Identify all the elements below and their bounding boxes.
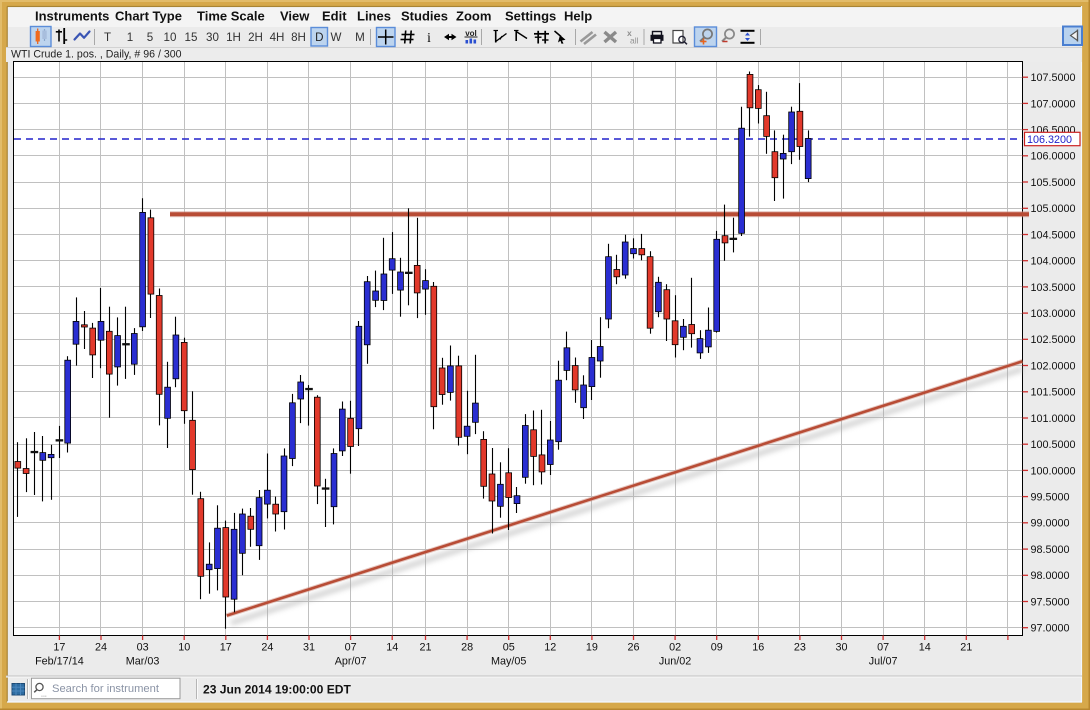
svg-text:Mar/03: Mar/03 <box>126 656 160 668</box>
svg-text:21: 21 <box>419 642 431 654</box>
svg-text:19: 19 <box>586 642 598 654</box>
svg-text:101.5000: 101.5000 <box>1031 387 1076 399</box>
svg-text:24: 24 <box>261 642 273 654</box>
svg-text:i: i <box>427 30 431 45</box>
svg-text:106.3200: 106.3200 <box>1027 134 1072 146</box>
svg-text:102.5000: 102.5000 <box>1031 334 1076 346</box>
svg-text:1H: 1H <box>226 31 241 44</box>
svg-text:15: 15 <box>185 31 198 44</box>
svg-text:09: 09 <box>711 642 723 654</box>
svg-text:100.5000: 100.5000 <box>1031 439 1076 451</box>
svg-text:97.5000: 97.5000 <box>1031 596 1070 608</box>
svg-text:30: 30 <box>206 31 219 44</box>
svg-text:30: 30 <box>835 642 847 654</box>
svg-text:16: 16 <box>752 642 764 654</box>
svg-text:28: 28 <box>461 642 473 654</box>
svg-text:104.5000: 104.5000 <box>1031 229 1076 241</box>
svg-text:99.0000: 99.0000 <box>1031 518 1070 530</box>
svg-text:26: 26 <box>627 642 639 654</box>
svg-text:101.0000: 101.0000 <box>1031 413 1076 425</box>
svg-text:2H: 2H <box>248 31 263 44</box>
svg-text:99.5000: 99.5000 <box>1031 492 1070 504</box>
svg-text:07: 07 <box>345 642 357 654</box>
svg-text:107.0000: 107.0000 <box>1031 98 1076 110</box>
svg-text:Studies: Studies <box>401 9 448 24</box>
svg-text:103.5000: 103.5000 <box>1031 282 1076 294</box>
svg-text:8H: 8H <box>291 31 306 44</box>
svg-text:02: 02 <box>669 642 681 654</box>
svg-text:vol: vol <box>465 29 477 38</box>
svg-text:106.0000: 106.0000 <box>1031 151 1076 163</box>
svg-text:105.5000: 105.5000 <box>1031 177 1076 189</box>
svg-text:21: 21 <box>960 642 972 654</box>
svg-text:Lines: Lines <box>357 9 391 24</box>
svg-text:Search for instrument: Search for instrument <box>52 683 160 695</box>
svg-text:M: M <box>355 31 365 44</box>
svg-text:Help: Help <box>564 9 592 24</box>
svg-text:05: 05 <box>503 642 515 654</box>
svg-text:T: T <box>104 31 111 44</box>
svg-text:Chart Type: Chart Type <box>115 9 182 24</box>
svg-text:W: W <box>331 31 342 44</box>
svg-text:03: 03 <box>137 642 149 654</box>
svg-text:Time Scale: Time Scale <box>197 9 265 24</box>
svg-text:17: 17 <box>53 642 65 654</box>
svg-text:D: D <box>315 31 323 44</box>
svg-text:Instruments: Instruments <box>35 9 109 24</box>
svg-text:WTI Crude 1. pos. , Daily, # 9: WTI Crude 1. pos. , Daily, # 96 / 300 <box>11 49 182 61</box>
svg-text:23 Jun 2014 19:00:00 EDT: 23 Jun 2014 19:00:00 EDT <box>203 682 352 696</box>
svg-text:1: 1 <box>127 31 133 44</box>
svg-text:24: 24 <box>95 642 107 654</box>
svg-text:102.0000: 102.0000 <box>1031 360 1076 372</box>
svg-text:104.0000: 104.0000 <box>1031 256 1076 268</box>
svg-text:Zoom: Zoom <box>456 9 491 24</box>
svg-text:View: View <box>280 9 310 24</box>
svg-text:May/05: May/05 <box>491 656 526 668</box>
svg-text:98.0000: 98.0000 <box>1031 570 1070 582</box>
svg-text:14: 14 <box>919 642 931 654</box>
svg-text:107.5000: 107.5000 <box>1031 72 1076 84</box>
svg-text:Jun/02: Jun/02 <box>659 656 691 668</box>
svg-text:10: 10 <box>178 642 190 654</box>
svg-text:98.5000: 98.5000 <box>1031 544 1070 556</box>
svg-text:31: 31 <box>303 642 315 654</box>
svg-text:97.0000: 97.0000 <box>1031 623 1070 635</box>
svg-text:07: 07 <box>877 642 889 654</box>
svg-text:10: 10 <box>164 31 177 44</box>
svg-text:x: x <box>627 28 632 38</box>
svg-text:23: 23 <box>794 642 806 654</box>
svg-text:17: 17 <box>220 642 232 654</box>
svg-text:...: ... <box>41 692 47 699</box>
svg-text:Feb/17/14: Feb/17/14 <box>35 656 84 668</box>
svg-text:103.0000: 103.0000 <box>1031 308 1076 320</box>
svg-text:5: 5 <box>147 31 153 44</box>
svg-text:all: all <box>630 36 639 46</box>
svg-text:Jul/07: Jul/07 <box>869 656 898 668</box>
svg-text:Settings: Settings <box>505 9 556 24</box>
svg-text:4H: 4H <box>270 31 285 44</box>
svg-text:Edit: Edit <box>322 9 347 24</box>
svg-text:100.0000: 100.0000 <box>1031 465 1076 477</box>
svg-text:12: 12 <box>544 642 556 654</box>
svg-text:105.0000: 105.0000 <box>1031 203 1076 215</box>
svg-text:14: 14 <box>386 642 398 654</box>
svg-text:Apr/07: Apr/07 <box>335 656 367 668</box>
